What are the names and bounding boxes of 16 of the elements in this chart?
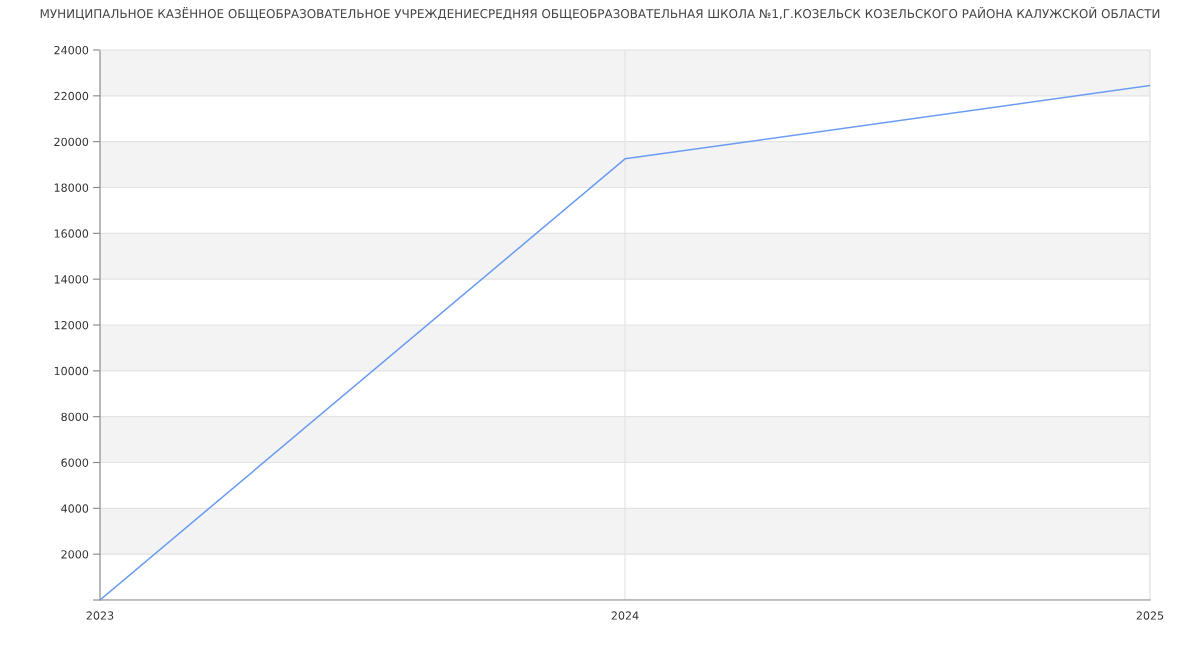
y-tick-label: 10000 [54, 366, 89, 376]
x-tick-label: 2024 [611, 611, 639, 620]
y-tick-label: 24000 [54, 45, 89, 55]
y-tick-label: 12000 [54, 320, 89, 330]
y-tick-label: 18000 [54, 183, 89, 192]
x-tick-label: 2025 [1136, 611, 1164, 620]
y-tick-label: 8000 [61, 412, 89, 422]
y-tick-label: 4000 [61, 504, 89, 513]
x-tick-label: 2023 [86, 611, 114, 620]
y-tick-label: 2000 [61, 550, 89, 559]
chart-title: МУНИЦИПАЛЬНОЕ КАЗЁННОЕ ОБЩЕОБРАЗОВАТЕЛЬНОЕ УЧРЕЖДЕНИЕСРЕДНЯЯ ОБЩЕОБРАЗОВАТЕЛЬНАЯ ШКОЛА №1,Г.КОЗЕЛЬСК КОЗЕЛЬСКОГО РАЙОНА КАЛУЖСКОЙ ОБЛАСТИ [40, 6, 1160, 20]
y-tick-label: 14000 [54, 275, 89, 284]
y-tick-label: 6000 [61, 458, 89, 467]
y-tick-label: 16000 [54, 229, 89, 238]
y-tick-label: 22000 [54, 91, 89, 101]
y-tick-label: 20000 [54, 137, 89, 147]
